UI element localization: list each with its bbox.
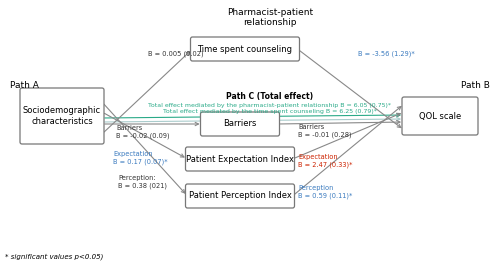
Text: Path B: Path B [461, 82, 490, 91]
FancyBboxPatch shape [200, 112, 280, 136]
Text: Expectation
B = 0.17 (0.07)*: Expectation B = 0.17 (0.07)* [113, 151, 168, 165]
Text: Patient Expectation Index: Patient Expectation Index [186, 154, 294, 163]
Text: Barriers: Barriers [224, 120, 256, 129]
Text: * significant values p<0.05): * significant values p<0.05) [5, 253, 103, 260]
Text: Barriers
B = -0.01 (0.28): Barriers B = -0.01 (0.28) [298, 124, 352, 138]
Text: QOL scale: QOL scale [419, 111, 461, 120]
Text: Expectation
B = 2.47 (0.33)*: Expectation B = 2.47 (0.33)* [298, 154, 352, 168]
FancyBboxPatch shape [190, 37, 300, 61]
Text: Sociodemographic
characteristics: Sociodemographic characteristics [23, 106, 101, 126]
Text: Barriers
B = -0.02 (0.09): Barriers B = -0.02 (0.09) [116, 125, 170, 139]
Text: Perception:
B = 0.38 (021): Perception: B = 0.38 (021) [118, 175, 167, 189]
Text: B = -3.56 (1.29)*: B = -3.56 (1.29)* [358, 51, 415, 57]
FancyBboxPatch shape [402, 97, 478, 135]
Text: Perception
B = 0.59 (0.11)*: Perception B = 0.59 (0.11)* [298, 185, 352, 199]
Text: Path C (Total effect): Path C (Total effect) [226, 92, 314, 101]
FancyBboxPatch shape [186, 184, 294, 208]
FancyBboxPatch shape [20, 88, 104, 144]
Text: Time spent counseling: Time spent counseling [198, 45, 292, 54]
Text: Pharmacist-patient
relationship: Pharmacist-patient relationship [227, 8, 313, 27]
FancyBboxPatch shape [186, 147, 294, 171]
Text: Total effect mediated by the pharmacist-patient relationship B = 6.05 (0.75)*: Total effect mediated by the pharmacist-… [148, 102, 392, 107]
Text: Patient Perception Index: Patient Perception Index [188, 191, 292, 200]
Text: B = 0.005 (0.02): B = 0.005 (0.02) [148, 51, 204, 57]
Text: Path A: Path A [10, 82, 39, 91]
Text: Total effect mediated by the time spent counseling B = 6.25 (0.79)*: Total effect mediated by the time spent … [163, 110, 377, 115]
